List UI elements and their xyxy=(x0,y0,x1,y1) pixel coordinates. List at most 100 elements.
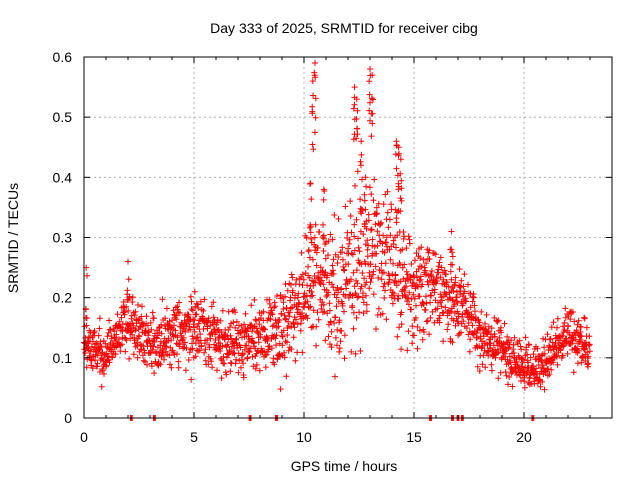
data-point xyxy=(524,351,531,358)
data-point xyxy=(282,281,289,288)
data-point xyxy=(472,308,478,315)
data-point xyxy=(308,288,315,295)
data-point xyxy=(276,317,283,324)
data-point xyxy=(138,313,145,320)
data-point xyxy=(455,310,462,317)
data-point xyxy=(288,271,295,278)
data-point xyxy=(420,301,427,307)
data-point xyxy=(147,350,154,357)
data-point xyxy=(305,263,311,270)
data-point xyxy=(410,291,417,298)
data-point xyxy=(416,327,423,334)
data-point xyxy=(202,346,209,353)
data-point xyxy=(342,203,349,210)
data-point xyxy=(386,216,393,223)
outlier-point xyxy=(307,180,314,187)
data-point xyxy=(121,309,128,315)
data-point xyxy=(174,334,181,341)
data-point xyxy=(261,348,268,355)
data-point xyxy=(483,311,490,318)
data-point xyxy=(312,74,319,81)
data-point xyxy=(186,323,193,330)
data-point xyxy=(144,322,151,329)
data-point xyxy=(307,229,314,236)
data-point xyxy=(201,349,208,356)
data-point xyxy=(274,293,280,299)
data-point xyxy=(125,327,132,334)
data-point xyxy=(325,252,331,259)
data-point xyxy=(386,246,393,253)
data-point xyxy=(548,366,555,373)
data-point xyxy=(559,352,566,359)
data-point xyxy=(398,177,405,184)
data-point xyxy=(399,264,406,271)
data-point xyxy=(195,305,202,311)
data-point xyxy=(397,195,404,202)
data-point xyxy=(360,231,367,238)
data-point xyxy=(458,329,464,336)
data-point xyxy=(292,357,299,364)
data-point xyxy=(225,326,232,333)
data-point xyxy=(308,293,314,300)
data-point xyxy=(453,294,460,301)
data-point xyxy=(393,219,400,226)
data-point xyxy=(585,353,592,360)
outlier-point xyxy=(351,84,358,91)
data-point xyxy=(112,334,118,341)
data-point xyxy=(534,345,541,352)
data-point xyxy=(454,289,460,295)
data-point xyxy=(339,256,346,263)
data-point xyxy=(151,339,158,345)
data-point xyxy=(260,308,267,315)
data-point xyxy=(150,343,157,350)
data-point xyxy=(366,91,373,98)
data-point xyxy=(273,342,279,349)
data-point xyxy=(424,317,431,324)
data-point xyxy=(393,282,400,289)
data-point xyxy=(358,151,365,158)
data-point xyxy=(263,351,270,358)
data-point xyxy=(514,362,521,368)
data-point xyxy=(334,326,341,333)
data-point xyxy=(511,334,518,341)
data-point xyxy=(426,256,433,263)
data-point xyxy=(550,359,557,366)
data-point xyxy=(280,327,287,334)
data-point xyxy=(320,301,327,308)
data-point xyxy=(242,310,249,317)
data-point xyxy=(353,216,360,223)
data-point xyxy=(295,290,302,297)
data-point xyxy=(189,307,196,314)
data-point xyxy=(282,293,288,300)
data-point xyxy=(367,99,373,106)
data-point xyxy=(498,329,505,336)
data-point xyxy=(490,342,497,349)
data-point xyxy=(403,268,410,275)
data-point xyxy=(488,325,495,332)
data-point xyxy=(197,331,204,338)
data-point xyxy=(309,141,316,148)
data-point xyxy=(323,239,330,246)
data-point xyxy=(166,352,173,359)
data-point xyxy=(194,334,201,341)
data-point xyxy=(310,278,317,285)
data-point xyxy=(348,229,355,236)
data-point xyxy=(271,361,278,368)
data-point xyxy=(414,323,421,330)
data-point xyxy=(328,328,335,335)
data-point xyxy=(319,309,326,316)
data-point xyxy=(315,269,322,276)
data-point xyxy=(219,307,226,314)
data-point xyxy=(130,351,137,358)
data-point xyxy=(461,288,468,295)
data-point xyxy=(554,324,560,331)
data-point xyxy=(395,295,402,302)
data-point xyxy=(427,299,434,306)
data-point xyxy=(157,361,164,368)
data-point xyxy=(128,312,135,319)
data-point xyxy=(293,276,300,283)
data-point xyxy=(361,223,368,230)
data-point xyxy=(349,292,356,299)
data-point xyxy=(439,297,445,304)
data-point xyxy=(192,311,199,318)
